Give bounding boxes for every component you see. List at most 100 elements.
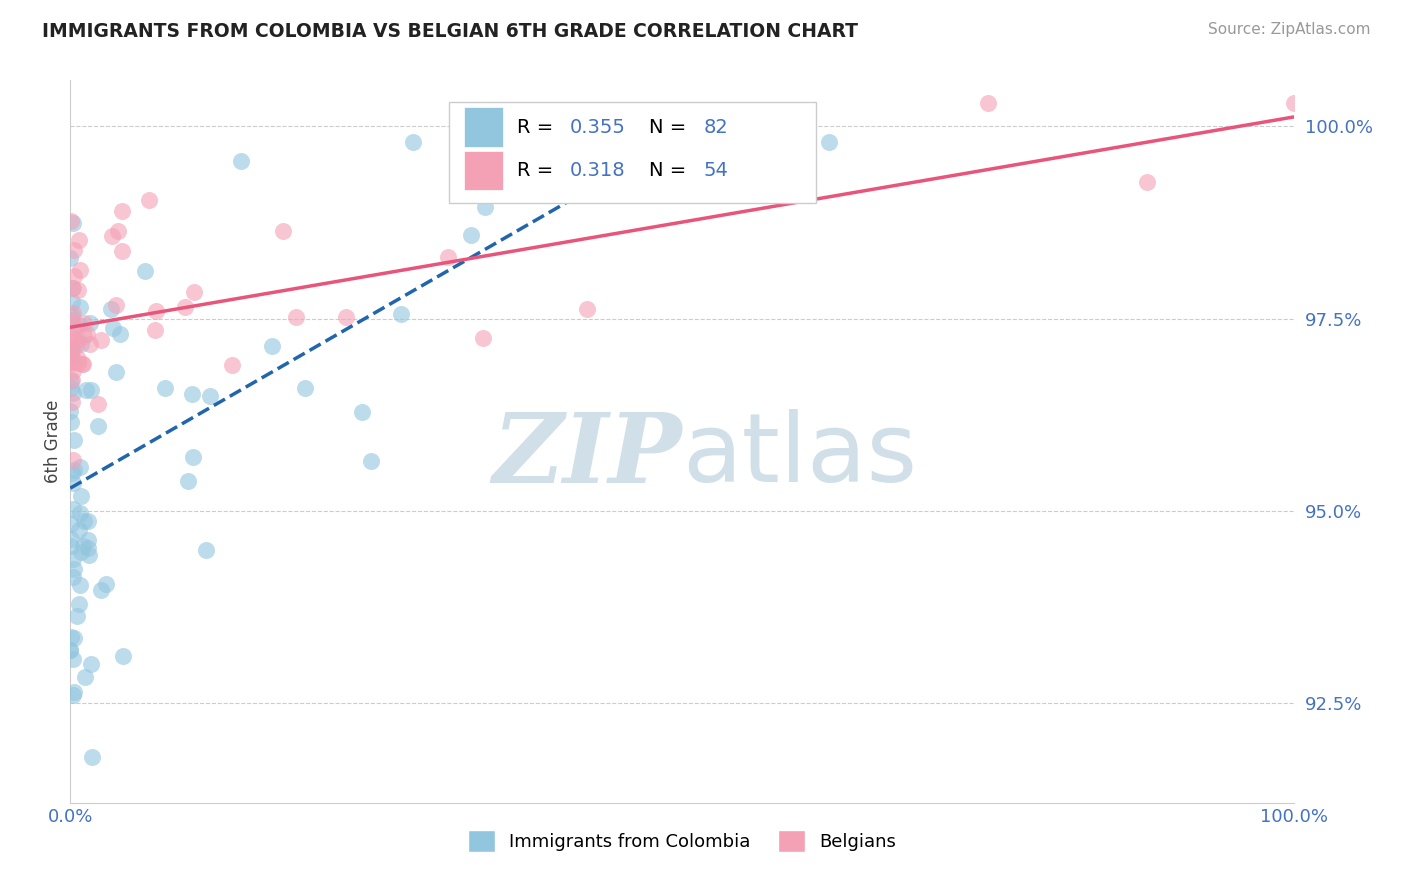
Point <box>183 450 205 465</box>
Point <box>96 577 118 591</box>
Point <box>105 298 128 312</box>
Point <box>70 358 93 372</box>
Point <box>62 651 84 665</box>
Point <box>76 327 98 342</box>
Point <box>79 336 101 351</box>
Point <box>1136 175 1159 189</box>
Point <box>62 216 84 230</box>
Point <box>87 419 110 434</box>
Point <box>59 516 82 531</box>
Point <box>69 545 91 559</box>
Point <box>69 337 91 351</box>
Point <box>60 295 83 310</box>
Point <box>69 506 91 520</box>
Text: atlas: atlas <box>682 409 917 502</box>
FancyBboxPatch shape <box>450 102 817 203</box>
Point <box>62 688 84 702</box>
Point <box>107 224 129 238</box>
Point <box>80 384 103 398</box>
Point <box>59 374 82 388</box>
Point <box>77 548 100 562</box>
Point <box>471 331 494 345</box>
Text: Source: ZipAtlas.com: Source: ZipAtlas.com <box>1208 22 1371 37</box>
Point <box>69 489 91 503</box>
Point <box>62 281 84 295</box>
Point <box>352 404 374 418</box>
Point <box>62 476 84 491</box>
Point <box>572 135 595 149</box>
Point <box>976 96 998 111</box>
Point <box>63 243 86 257</box>
Point <box>60 313 83 327</box>
Point <box>575 301 598 316</box>
Point <box>87 397 110 411</box>
Point <box>73 328 96 343</box>
Point <box>63 685 86 699</box>
Point <box>60 395 83 409</box>
Point <box>75 383 97 397</box>
Point <box>63 269 86 284</box>
Point <box>194 542 217 557</box>
Point <box>60 415 83 429</box>
Point <box>112 649 135 664</box>
Point <box>69 577 91 591</box>
Point <box>817 135 839 149</box>
Point <box>474 200 496 214</box>
Point <box>111 203 134 218</box>
Point <box>62 364 84 378</box>
Point <box>62 562 84 576</box>
Point <box>62 320 84 334</box>
Point <box>177 474 200 488</box>
Point <box>72 357 94 371</box>
Point <box>59 381 82 395</box>
Point <box>100 302 122 317</box>
Point <box>72 539 94 553</box>
Point <box>143 323 166 337</box>
Point <box>59 251 82 265</box>
Point <box>285 310 308 324</box>
Point <box>62 330 84 344</box>
Point <box>101 228 124 243</box>
Text: 82: 82 <box>704 118 728 136</box>
Point <box>69 262 91 277</box>
Point <box>77 533 100 547</box>
Point <box>62 452 84 467</box>
Legend: Immigrants from Colombia, Belgians: Immigrants from Colombia, Belgians <box>461 822 903 859</box>
Point <box>155 381 177 395</box>
Point <box>229 154 252 169</box>
Point <box>77 514 100 528</box>
Text: 54: 54 <box>704 161 728 180</box>
Point <box>65 338 87 352</box>
Point <box>335 310 357 324</box>
Point <box>62 386 84 401</box>
Point <box>73 514 96 528</box>
Point <box>138 193 160 207</box>
Point <box>59 404 82 418</box>
Text: 0.355: 0.355 <box>569 118 626 136</box>
Point <box>62 569 84 583</box>
Point <box>221 358 243 372</box>
Point <box>437 250 460 264</box>
Point <box>62 552 84 566</box>
Text: 0.318: 0.318 <box>569 161 626 180</box>
Point <box>108 327 131 342</box>
Point <box>60 349 83 363</box>
Point <box>79 316 101 330</box>
Text: ZIP: ZIP <box>492 409 682 503</box>
Text: N =: N = <box>650 161 692 180</box>
Y-axis label: 6th Grade: 6th Grade <box>44 400 62 483</box>
Point <box>134 264 156 278</box>
Point <box>60 373 83 387</box>
Point <box>80 657 103 671</box>
Point <box>101 320 124 334</box>
Point <box>402 135 425 149</box>
Point <box>66 352 89 367</box>
Point <box>82 749 104 764</box>
Point <box>59 343 82 357</box>
Point <box>77 541 100 555</box>
Point <box>60 309 83 323</box>
Text: N =: N = <box>650 118 692 136</box>
Point <box>104 365 127 379</box>
Point <box>67 284 90 298</box>
Point <box>174 300 197 314</box>
